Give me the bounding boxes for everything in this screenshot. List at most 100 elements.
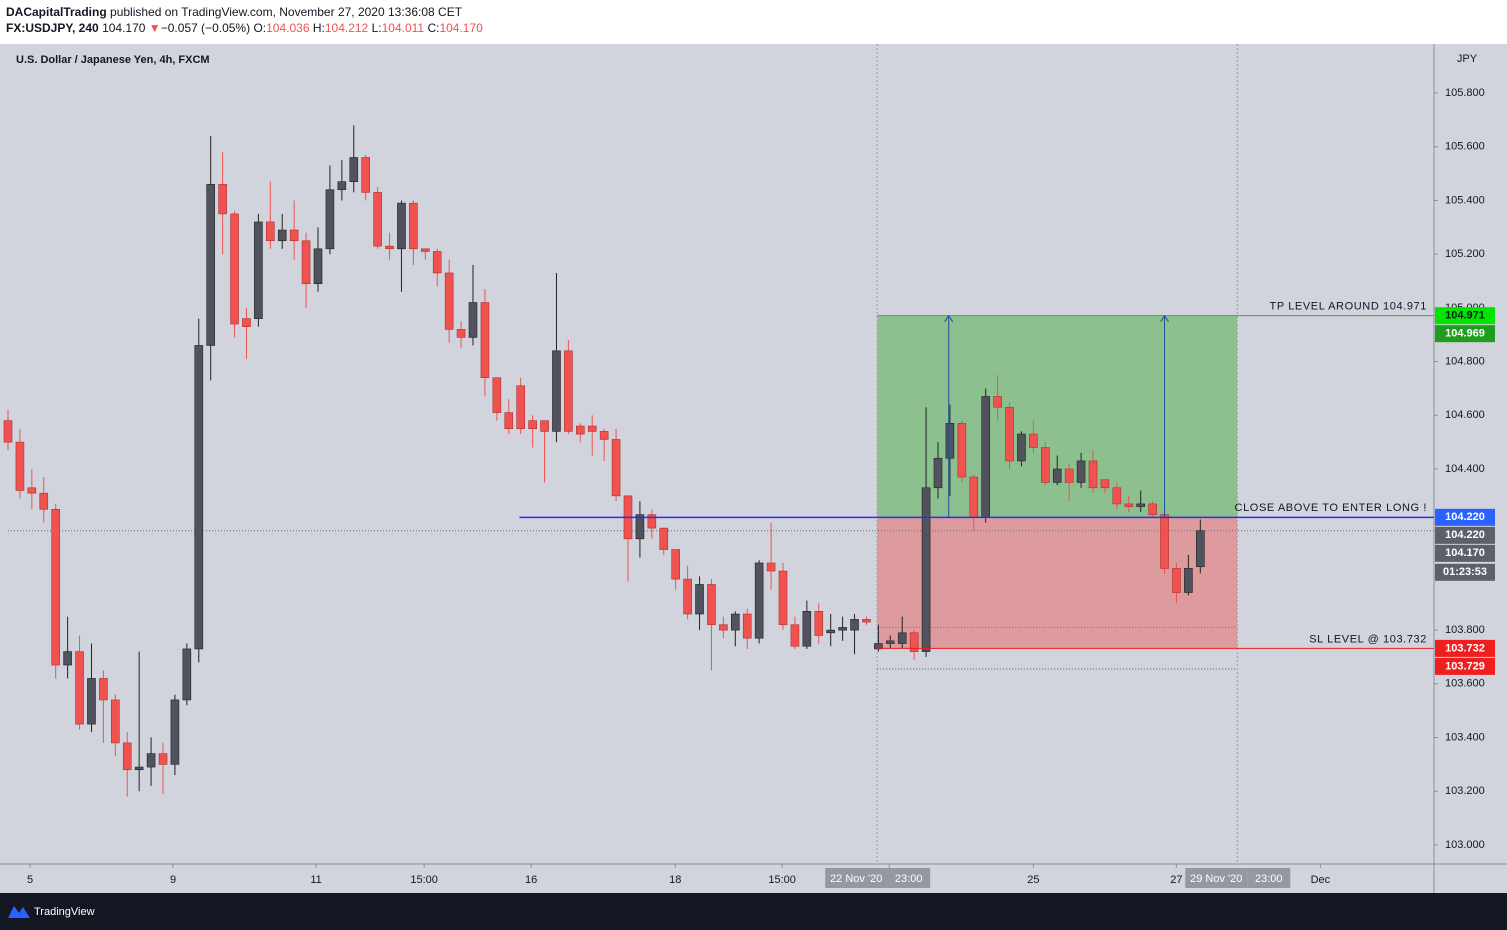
chart-title: U.S. Dollar / Japanese Yen, 4h, FXCM — [16, 54, 210, 66]
ohlc-value: 104.036 — [266, 21, 310, 35]
candle-body — [540, 420, 549, 432]
candle-body — [742, 613, 752, 639]
y-tick-label: 103.800 — [1445, 624, 1485, 636]
candle-body — [230, 213, 239, 325]
candle-body — [1184, 568, 1193, 593]
price-tag — [1435, 639, 1495, 657]
x-tick-label: 18 — [669, 874, 681, 886]
candle-body — [301, 240, 311, 285]
footer-brand: TradingView — [34, 906, 95, 918]
candle-body — [957, 423, 967, 478]
candle-body — [289, 229, 299, 242]
candle-body — [51, 508, 60, 666]
target-zone — [877, 315, 1238, 518]
candle-body — [1160, 514, 1169, 569]
candle-body — [397, 202, 406, 250]
ohlc-value: 104.212 — [324, 21, 369, 35]
candle-body — [695, 584, 704, 615]
candle-body — [444, 272, 454, 330]
candle-body — [1076, 460, 1086, 483]
tv-logo — [8, 906, 30, 918]
currency: JPY — [1457, 53, 1478, 65]
published: published on TradingView.com, November 2… — [110, 5, 463, 19]
candle-body — [754, 562, 764, 639]
candle-body — [564, 350, 573, 432]
candle-body — [802, 611, 812, 647]
price-tag-label: 104.971 — [1445, 310, 1485, 322]
candle-body — [1172, 568, 1181, 593]
candle-body — [254, 221, 263, 319]
range-label-bg — [887, 868, 931, 888]
candle-body — [874, 643, 883, 650]
candle-body — [516, 385, 525, 430]
ohlc-key: O: — [253, 21, 267, 35]
price-tag-label: 104.220 — [1445, 529, 1485, 541]
x-tick-label: 15:00 — [768, 874, 796, 886]
candle-body — [337, 181, 347, 191]
candle-body — [707, 584, 716, 626]
candle-body — [790, 624, 800, 647]
candle-body — [194, 345, 204, 650]
candle-body — [599, 431, 609, 440]
candle-body — [981, 396, 990, 518]
candle-body — [266, 221, 275, 242]
symbol: FX:USDJPY, 240 — [6, 21, 99, 35]
price-tag — [1435, 307, 1495, 325]
candle-body — [1136, 503, 1145, 507]
candle-body — [731, 613, 740, 631]
price-tag — [1435, 657, 1495, 675]
candle-body — [1064, 468, 1074, 483]
range-label: 23:00 — [895, 873, 923, 885]
y-tick-label: 104.800 — [1445, 355, 1485, 367]
price-tag-label: 103.729 — [1445, 660, 1485, 672]
candle-body — [492, 377, 502, 413]
footer — [0, 893, 1507, 930]
x-tick-label: 15:00 — [410, 874, 438, 886]
candle-body — [611, 439, 621, 497]
y-tick-label: 103.200 — [1445, 785, 1485, 797]
header: DACapitalTrading published on TradingVie… — [6, 4, 483, 36]
candle-body — [242, 318, 251, 327]
price-tag-label: 104.220 — [1445, 511, 1485, 523]
candle-body — [909, 632, 919, 652]
candle-body — [480, 302, 490, 379]
arrow-head — [1160, 314, 1169, 322]
candle-body — [15, 441, 25, 491]
candle-body — [528, 420, 537, 430]
candle-body — [969, 476, 979, 518]
publisher: DACapitalTrading — [6, 5, 107, 19]
candle-body — [111, 699, 120, 744]
candle-body — [945, 423, 955, 459]
y-tick-label: 105.600 — [1445, 141, 1485, 153]
candle-body — [1148, 503, 1157, 515]
candle-body — [826, 629, 835, 634]
candle-body — [432, 251, 442, 274]
candle-body — [385, 245, 394, 250]
annotation: SL LEVEL @ 103.732 — [1309, 633, 1427, 645]
y-tick-label: 103.400 — [1445, 731, 1485, 743]
y-tick-label: 103.600 — [1445, 678, 1485, 690]
candle-body — [1005, 406, 1014, 462]
y-tick-label: 105.200 — [1445, 248, 1485, 260]
candle-body — [63, 651, 72, 666]
candle-body — [1100, 479, 1110, 489]
candle-body — [993, 396, 1002, 408]
candle-body — [87, 678, 96, 725]
price-tag — [1435, 544, 1495, 562]
candle-body — [886, 640, 895, 644]
range-label-bg — [1247, 868, 1291, 888]
x-tick-label: 16 — [525, 874, 537, 886]
x-tick-label: 27 — [1170, 874, 1182, 886]
candle-body — [766, 562, 776, 572]
arrow: ▼ — [148, 21, 161, 35]
candle-body — [146, 753, 156, 768]
y-tick-label: 104.600 — [1445, 409, 1485, 421]
candle-body — [933, 457, 943, 489]
candle-body — [576, 425, 585, 435]
candle-body — [1088, 460, 1098, 489]
candle-body — [921, 487, 931, 652]
candle-body — [671, 549, 680, 580]
candle-body — [99, 678, 108, 701]
